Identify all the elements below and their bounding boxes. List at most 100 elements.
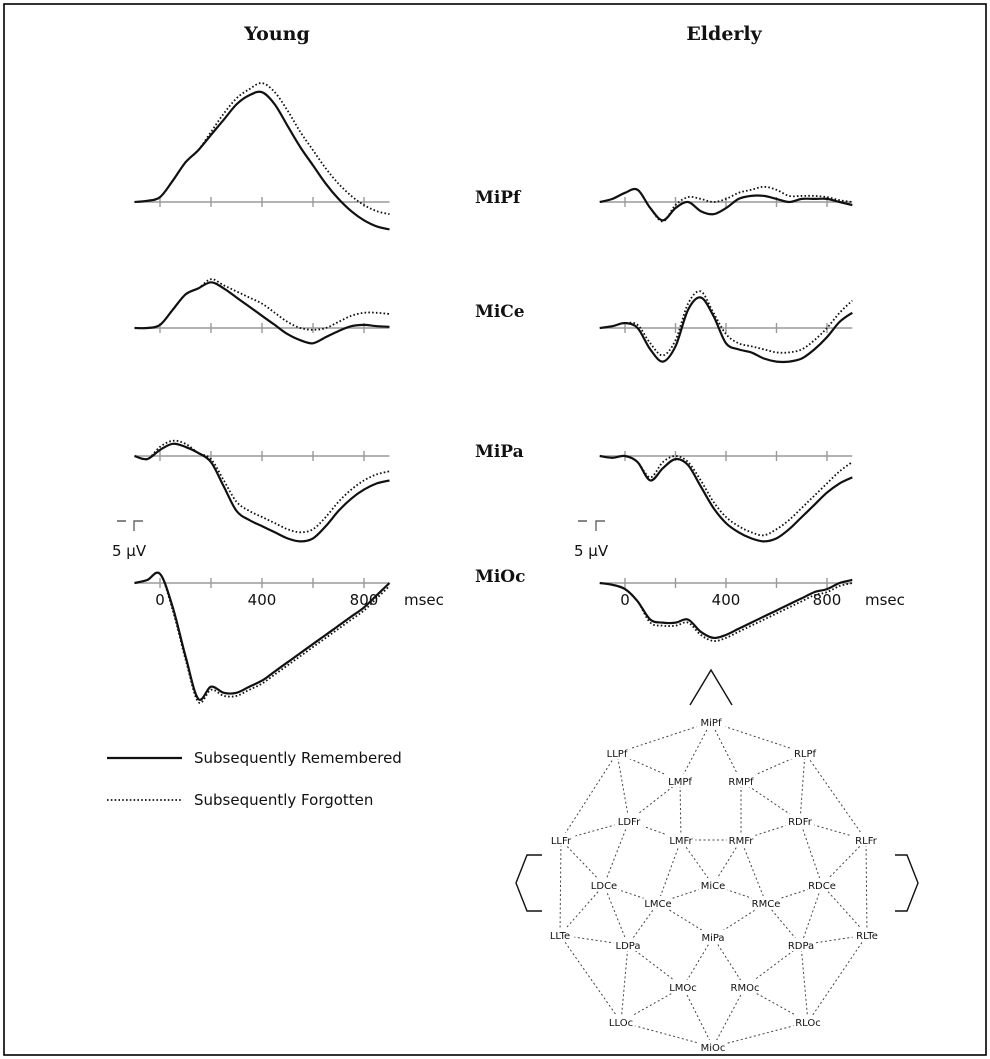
panel-elderly-mipa [599, 451, 853, 543]
map-connection [682, 936, 714, 988]
map-label-bg [698, 1040, 728, 1053]
electrode-map: MiPf LLPf RLPf LMPf RMPf LDFr RDFr LLFr RLFr LMFr… [545, 715, 882, 1054]
tick-label-elderly-0: 0 [620, 591, 630, 609]
map-connection [710, 721, 742, 782]
electrode-label-mice: MiCe [475, 302, 525, 322]
map-connection [799, 820, 823, 886]
map-label-bg [726, 833, 756, 846]
map-label-rmce: RMCe [752, 899, 781, 910]
electrode-label-mipa: MiPa [475, 442, 524, 462]
map-connection [800, 884, 823, 946]
map-label-bg [668, 980, 698, 993]
map-connection [800, 944, 809, 1023]
series-line-remembered [599, 296, 853, 364]
series-line-remembered [134, 90, 390, 231]
map-connection [560, 752, 618, 841]
map-label-bg [614, 814, 644, 827]
electrode-label-mioc: MiOc [475, 567, 525, 587]
map-label-mipa: MiPa [701, 933, 724, 944]
map-label-bg [698, 878, 728, 891]
series-line-forgotten [134, 82, 390, 216]
map-connection [679, 721, 712, 782]
map-label-llpf: LLPf [607, 749, 628, 760]
legend-label-forgotten: Subsequently Forgotten [194, 791, 373, 809]
map-label-lmce: LMCe [644, 899, 671, 910]
column-title-elderly: Elderly [686, 23, 762, 45]
map-connection [679, 780, 682, 841]
map-label-rdpa: RDPa [788, 941, 814, 952]
map-connection [821, 839, 867, 886]
map-label-lloc: LLOc [609, 1018, 633, 1029]
legend: Subsequently Remembered Subsequently For… [107, 749, 402, 809]
map-label-bg [545, 928, 575, 941]
scale-label-young: 5 μV [112, 542, 147, 560]
map-label-bg [726, 774, 756, 787]
map-connection [603, 820, 630, 886]
series-line-remembered [599, 454, 853, 543]
map-label-lmfr: LMFr [669, 836, 693, 847]
panel-young-mipa [134, 439, 390, 543]
panel-elderly-mioc [599, 578, 853, 642]
map-connection [712, 1021, 809, 1048]
map-label-bg [790, 746, 820, 759]
map-connection [712, 936, 746, 988]
tick-label-elderly-400: 400 [712, 591, 741, 609]
column-title-young: Young [243, 23, 310, 45]
map-label-bg [602, 746, 632, 759]
map-label-bg [730, 980, 760, 993]
map-connection [712, 986, 746, 1048]
map-label-rmoc: RMOc [731, 983, 760, 994]
tick-label-elderly-800: 800 [813, 591, 842, 609]
map-label-ldce: LDCe [591, 881, 617, 892]
map-label-bg [698, 930, 728, 943]
panel-young-mice [134, 278, 390, 345]
map-label-rmfr: RMFr [729, 836, 755, 847]
map-label-bg [751, 896, 781, 909]
map-label-bg [807, 878, 837, 891]
map-connection [559, 839, 562, 936]
map-connection [682, 986, 714, 1048]
series-line-remembered [134, 442, 390, 543]
map-label-llfr: LLFr [551, 836, 572, 847]
series-line-forgotten [134, 571, 391, 704]
map-connection [807, 934, 868, 1023]
series-line-remembered [134, 571, 391, 701]
map-connection [740, 839, 767, 904]
panel-young-mioc [134, 571, 391, 704]
map-label-rlpf: RLPf [794, 749, 817, 760]
map-label-mioc: MiOc [701, 1043, 726, 1054]
axis-annotation-young: 5 μV 0 400 800 msec [112, 520, 444, 609]
scale-label-elderly: 5 μV [574, 542, 609, 560]
map-label-bg [665, 774, 695, 787]
map-label-mipf: MiPf [701, 718, 722, 729]
scale-bar-young [133, 520, 143, 531]
series-line-forgotten [134, 439, 390, 534]
map-connection [603, 884, 629, 946]
series-line-forgotten [134, 278, 390, 331]
panel-elderly-mice [599, 290, 853, 364]
map-label-mice: MiCe [701, 881, 726, 892]
map-label-bg [851, 833, 881, 846]
map-label-bg [785, 814, 815, 827]
map-connection [680, 839, 714, 886]
waveform-panels [134, 82, 853, 704]
legend-label-remembered: Subsequently Remembered [194, 749, 402, 767]
map-label-rlte: RLTe [856, 931, 878, 942]
map-label-bg [643, 896, 673, 909]
map-label-lmpf: LMPf [668, 777, 692, 788]
map-label-bg [666, 833, 696, 846]
map-label-rdfr: RDFr [788, 817, 813, 828]
series-line-forgotten [599, 582, 853, 642]
axis-annotation-elderly: 5 μV 0 400 800 msec [574, 520, 905, 609]
map-connection [616, 752, 630, 822]
map-connection [821, 884, 868, 936]
map-label-bg [696, 715, 726, 728]
map-label-lmoc: LMOc [669, 983, 697, 994]
map-label-bg [852, 928, 882, 941]
electrode-label-mipf: MiPf [475, 188, 522, 208]
scale-bar-elderly [595, 520, 605, 531]
map-connection [616, 721, 712, 754]
tick-label-young-800: 800 [350, 591, 379, 609]
map-connection [620, 944, 629, 1023]
